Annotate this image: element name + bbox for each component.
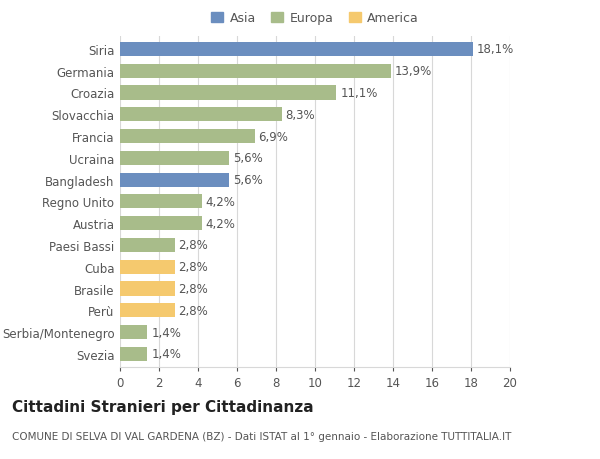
Bar: [120, 260, 175, 274]
Text: 1,4%: 1,4%: [151, 326, 181, 339]
Bar: [120, 151, 229, 166]
Text: 2,8%: 2,8%: [179, 304, 208, 317]
Bar: [120, 303, 175, 318]
Text: COMUNE DI SELVA DI VAL GARDENA (BZ) - Dati ISTAT al 1° gennaio - Elaborazione TU: COMUNE DI SELVA DI VAL GARDENA (BZ) - Da…: [12, 431, 511, 442]
Bar: [120, 325, 148, 340]
Bar: [120, 217, 202, 231]
Bar: [120, 173, 229, 187]
Text: Cittadini Stranieri per Cittadinanza: Cittadini Stranieri per Cittadinanza: [12, 399, 314, 414]
Bar: [120, 64, 391, 78]
Bar: [120, 195, 202, 209]
Text: 5,6%: 5,6%: [233, 152, 263, 165]
Text: 8,3%: 8,3%: [286, 108, 316, 122]
Bar: [120, 282, 175, 296]
Text: 5,6%: 5,6%: [233, 174, 263, 187]
Text: 18,1%: 18,1%: [477, 43, 514, 56]
Text: 1,4%: 1,4%: [151, 347, 181, 361]
Legend: Asia, Europa, America: Asia, Europa, America: [208, 10, 422, 28]
Text: 13,9%: 13,9%: [395, 65, 432, 78]
Text: 11,1%: 11,1%: [340, 87, 378, 100]
Text: 2,8%: 2,8%: [179, 239, 208, 252]
Bar: [120, 43, 473, 57]
Bar: [120, 238, 175, 252]
Text: 2,8%: 2,8%: [179, 261, 208, 274]
Bar: [120, 86, 337, 101]
Text: 4,2%: 4,2%: [206, 196, 236, 208]
Bar: [120, 347, 148, 361]
Text: 2,8%: 2,8%: [179, 282, 208, 296]
Bar: [120, 129, 254, 144]
Text: 4,2%: 4,2%: [206, 217, 236, 230]
Text: 6,9%: 6,9%: [259, 130, 289, 143]
Bar: [120, 108, 282, 122]
